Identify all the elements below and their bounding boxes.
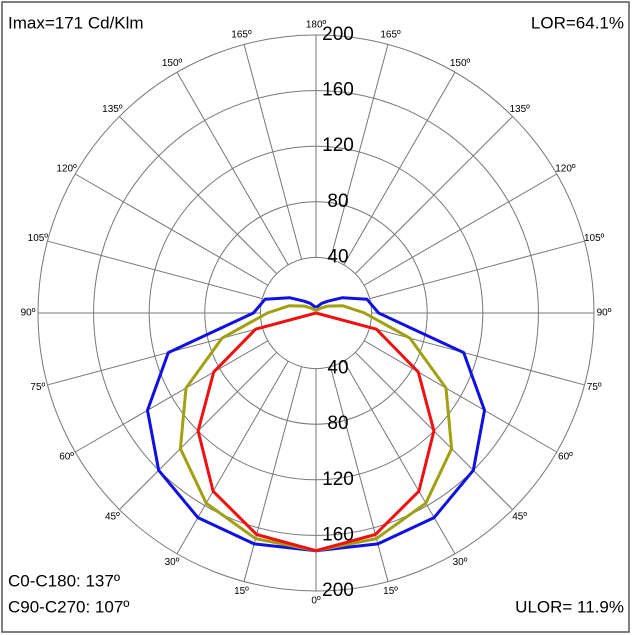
grid-spoke bbox=[369, 240, 585, 300]
r-tick-label: 200 bbox=[322, 24, 354, 45]
angle-label: 135º bbox=[509, 104, 530, 115]
r-tick-label: 160 bbox=[322, 80, 354, 101]
grid-spoke bbox=[243, 366, 303, 582]
intensity-curve bbox=[315, 296, 486, 553]
lor-note: LOR=64.1% bbox=[531, 13, 624, 32]
ulor-note: ULOR= 11.9% bbox=[515, 597, 624, 616]
angle-label: 30º bbox=[453, 557, 468, 568]
angle-label: 180º bbox=[306, 20, 327, 31]
grid-spoke bbox=[343, 71, 456, 266]
angle-label: 90º bbox=[21, 308, 36, 319]
grid-spoke bbox=[329, 366, 389, 582]
grid-spoke bbox=[343, 360, 456, 555]
angle-label: 30º bbox=[165, 557, 180, 568]
r-tick-label: 80 bbox=[327, 191, 348, 212]
grid-spoke bbox=[74, 340, 269, 453]
angle-label: 135º bbox=[102, 104, 123, 115]
r-tick-label: 40 bbox=[327, 246, 348, 267]
angle-label: 60º bbox=[59, 452, 74, 463]
angle-label: 105º bbox=[28, 233, 49, 244]
angle-label: 60º bbox=[558, 452, 573, 463]
c0-note: C0-C180: 137º bbox=[8, 571, 120, 590]
angle-label: 150º bbox=[162, 58, 183, 69]
r-tick-label: 80 bbox=[327, 413, 348, 434]
angle-label: 15º bbox=[234, 586, 249, 597]
intensity-curve bbox=[146, 296, 317, 553]
angle-label: 150º bbox=[450, 58, 471, 69]
grid-spoke bbox=[74, 173, 269, 286]
angle-label: 120º bbox=[555, 164, 576, 175]
r-tick-label: 120 bbox=[322, 469, 354, 490]
grid-spoke bbox=[363, 173, 558, 286]
angle-label: 0º bbox=[311, 596, 321, 607]
r-tick-label: 40 bbox=[327, 358, 348, 379]
grid-spoke bbox=[363, 340, 558, 453]
c90-note: C90-C270: 107º bbox=[8, 597, 130, 616]
angle-label: 15º bbox=[383, 586, 398, 597]
r-tick-label: 200 bbox=[322, 580, 354, 601]
angle-label: 90º bbox=[597, 308, 612, 319]
grid-spoke bbox=[119, 116, 278, 275]
intensity-curve bbox=[315, 311, 436, 553]
angle-label: 45º bbox=[105, 511, 120, 522]
r-tick-label: 120 bbox=[322, 135, 354, 156]
grid-spoke bbox=[329, 44, 389, 260]
angle-label: 45º bbox=[512, 511, 527, 522]
angle-label: 75º bbox=[30, 382, 45, 393]
angle-label: 165º bbox=[380, 29, 401, 40]
intensity-curve bbox=[196, 311, 317, 553]
intensity-curve bbox=[315, 304, 454, 553]
r-tick-label: 160 bbox=[322, 524, 354, 545]
grid-spoke bbox=[47, 240, 263, 300]
angle-label: 165º bbox=[231, 29, 252, 40]
grid-spoke bbox=[176, 360, 289, 555]
grid-spoke bbox=[243, 44, 303, 260]
angle-label: 105º bbox=[584, 233, 605, 244]
angle-label: 75º bbox=[587, 382, 602, 393]
grid-spoke bbox=[354, 116, 513, 275]
imax-note: Imax=171 Cd/Klm bbox=[8, 13, 144, 32]
angle-label: 120º bbox=[56, 164, 77, 175]
grid-spoke bbox=[176, 71, 289, 266]
intensity-curve bbox=[178, 304, 317, 553]
